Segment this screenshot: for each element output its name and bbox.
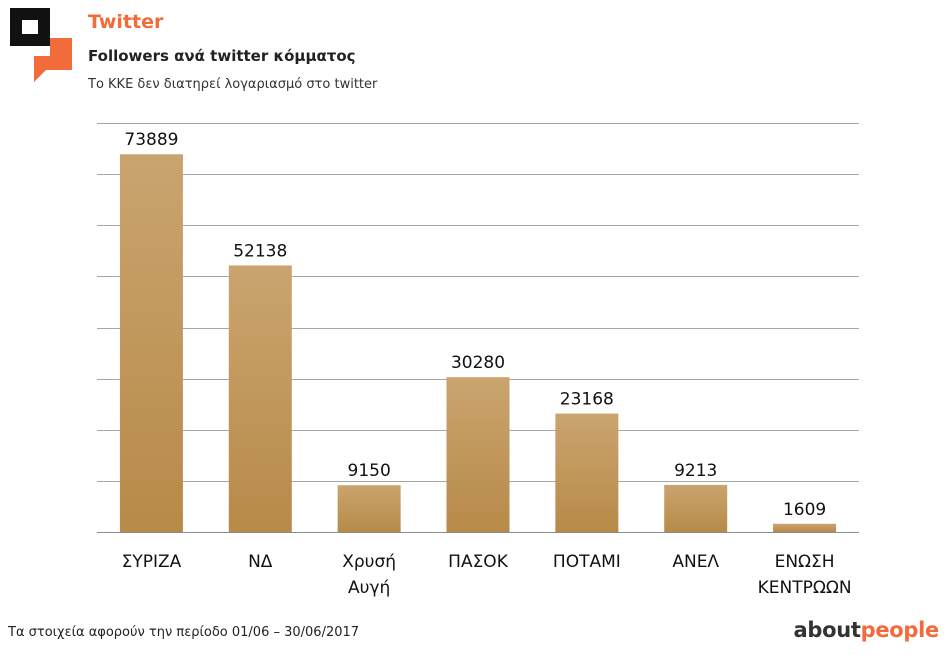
category-label-line: ΠΑΣΟΚ: [448, 552, 509, 572]
chart-title: Followers ανά twitter κόμματος: [88, 47, 356, 65]
chart-subtitle: Το ΚΚΕ δεν διατηρεί λογαριασμό στο twitt…: [88, 77, 378, 92]
bar-1: [119, 154, 183, 532]
category-label: ΠΟΤΑΜΙ: [553, 552, 621, 572]
category-label-line: ΠΟΤΑΜΙ: [553, 552, 621, 572]
aboutpeople-logo: aboutpeople: [793, 618, 939, 642]
category-label: ΠΑΣΟΚ: [448, 552, 509, 572]
data-label: 52138: [233, 241, 287, 261]
data-label: 23168: [560, 390, 614, 410]
category-label-line: ΕΝΩΣΗ: [775, 552, 835, 572]
data-label: 1609: [783, 500, 826, 520]
data-label: 73889: [124, 130, 178, 150]
brand-text-people: people: [860, 618, 940, 642]
brand-logo-icon: [10, 8, 72, 82]
footnote: Τα στοιχεία αφορούν την περίοδο 01/06 – …: [8, 625, 360, 640]
category-label-line: ΚΕΝΤΡΩΩΝ: [758, 578, 852, 598]
category-label: ΝΔ: [248, 552, 273, 572]
category-label-line: ΝΔ: [248, 552, 273, 572]
bar-2: [228, 265, 292, 532]
data-label: 9150: [348, 461, 391, 481]
category-label-line: ΣΥΡΙΖΑ: [122, 552, 182, 572]
brand-text-about: about: [793, 618, 861, 642]
bar-7: [773, 523, 837, 532]
bar-3: [337, 485, 401, 532]
category-label: ΕΝΩΣΗ ΚΕΝΤΡΩΩΝ: [758, 552, 852, 598]
data-label: 9213: [674, 461, 717, 481]
category-label-line: ΑΝΕΛ: [672, 552, 719, 572]
bar-4: [446, 377, 510, 532]
category-label: ΣΥΡΙΖΑ: [122, 552, 182, 572]
category-label: Χρυσή Αυγή: [342, 552, 396, 598]
category-label-line: Χρυσή: [342, 552, 396, 572]
data-label: 30280: [451, 353, 505, 373]
category-label: ΑΝΕΛ: [672, 552, 719, 572]
bar-5: [555, 413, 619, 532]
category-label-line: Αυγή: [348, 578, 390, 598]
section-title: Twitter: [88, 11, 164, 33]
bar-6: [664, 484, 728, 532]
